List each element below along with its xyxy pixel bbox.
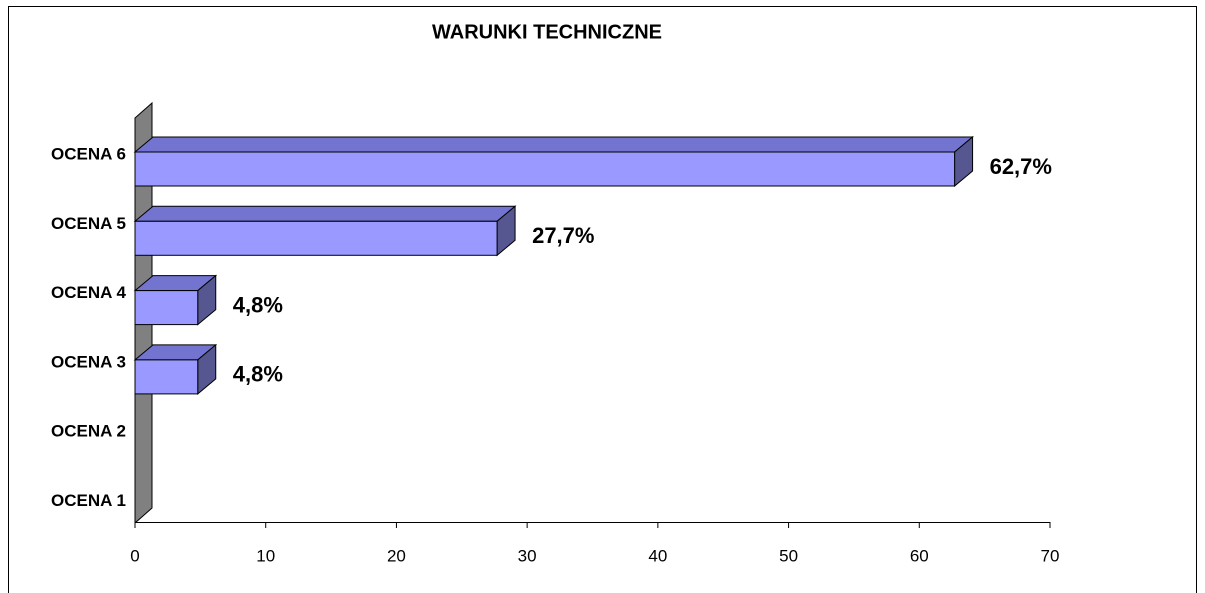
bar bbox=[134, 290, 199, 326]
data-label: 27,7% bbox=[532, 223, 594, 248]
chart-title: WARUNKI TECHNICZNE bbox=[432, 21, 662, 43]
x-tick-label: 20 bbox=[387, 546, 406, 565]
y-tick-label: OCENA 6 bbox=[51, 144, 126, 163]
x-tick-label: 30 bbox=[518, 546, 537, 565]
data-label: 4,8% bbox=[233, 292, 283, 317]
x-tick-label: 60 bbox=[910, 546, 929, 565]
bar-top bbox=[133, 205, 517, 222]
data-label: 62,7% bbox=[990, 154, 1052, 179]
bar bbox=[134, 220, 498, 256]
y-tick-label: OCENA 1 bbox=[51, 491, 126, 510]
x-tick-label: 0 bbox=[130, 546, 139, 565]
x-tick-label: 70 bbox=[1041, 546, 1060, 565]
bar bbox=[134, 151, 956, 187]
y-tick-label: OCENA 3 bbox=[51, 352, 126, 371]
bar-top bbox=[133, 136, 974, 153]
y-tick-label: OCENA 2 bbox=[51, 422, 126, 441]
x-tick-label: 10 bbox=[256, 546, 275, 565]
y-tick-label: OCENA 5 bbox=[51, 214, 126, 233]
data-label: 4,8% bbox=[233, 362, 283, 387]
y-tick-label: OCENA 4 bbox=[51, 283, 126, 302]
bar bbox=[134, 359, 199, 395]
x-tick-label: 50 bbox=[779, 546, 798, 565]
x-tick-label: 40 bbox=[648, 546, 667, 565]
